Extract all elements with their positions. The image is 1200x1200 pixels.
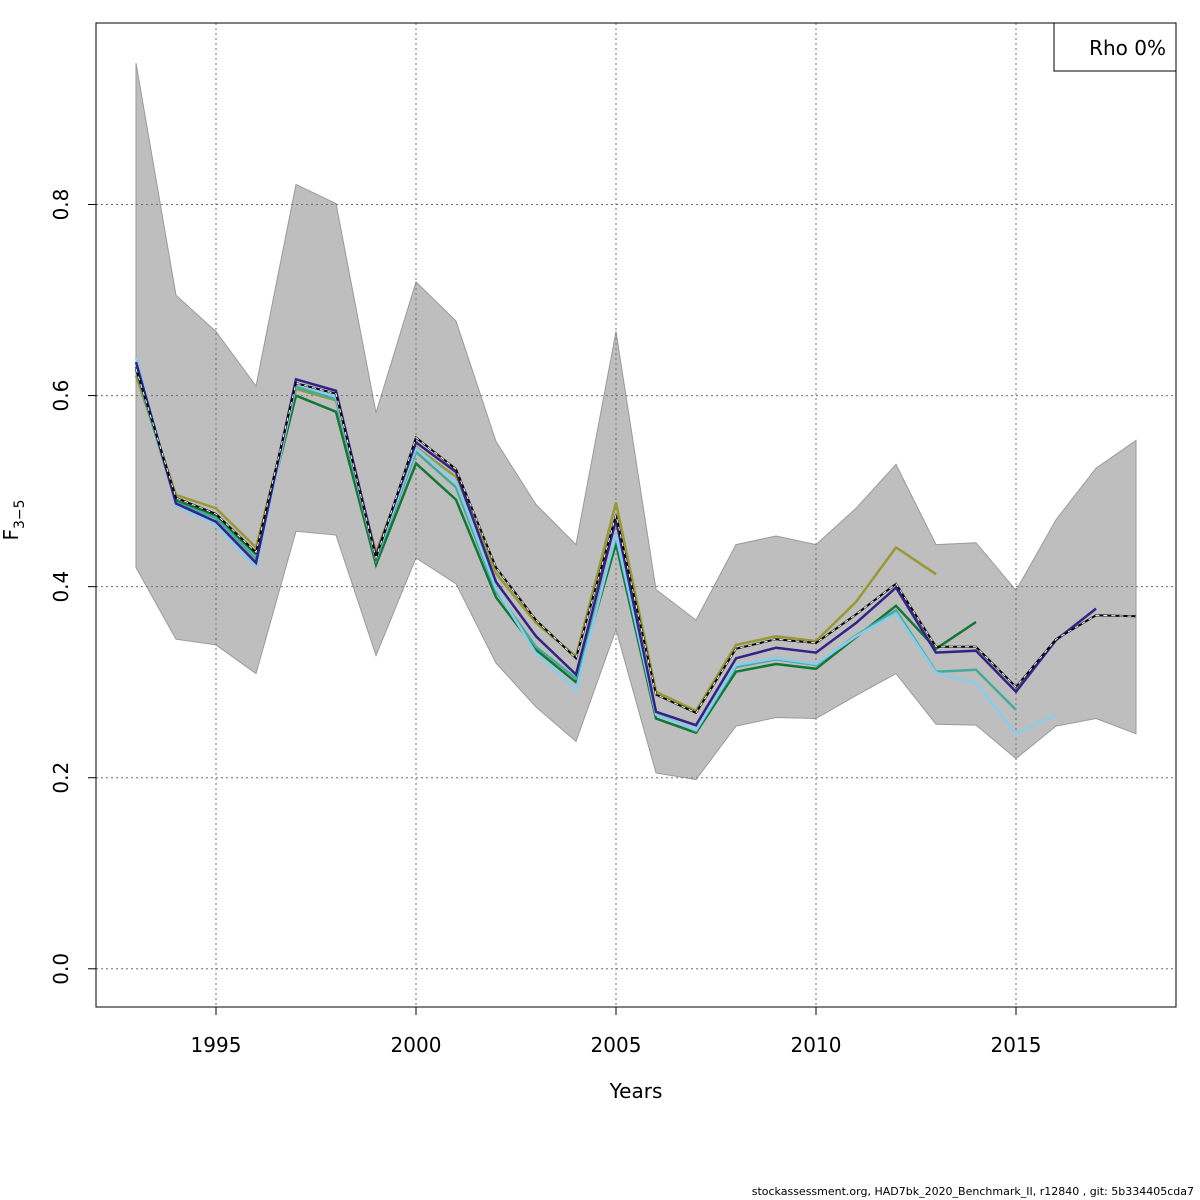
y-axis-title: F3−5 bbox=[0, 499, 28, 540]
legend-box bbox=[1053, 22, 1177, 72]
y-tick-label: 0.4 bbox=[49, 571, 73, 603]
x-tick-label: 2005 bbox=[591, 1033, 642, 1057]
series-layer bbox=[134, 357, 1137, 736]
x-axis-title: Years bbox=[609, 1079, 663, 1103]
svg-text:F3−5: F3−5 bbox=[0, 499, 28, 540]
footer-text: stockassessment.org, HAD7bk_2020_Benchma… bbox=[751, 1185, 1194, 1198]
y-tick-label: 0.8 bbox=[49, 189, 73, 221]
y-axis-title-subscript: 3−5 bbox=[12, 499, 28, 529]
x-tick-label: 2000 bbox=[391, 1033, 442, 1057]
y-axis-title-main: F bbox=[0, 529, 23, 541]
series-line bbox=[135, 368, 1137, 715]
legend: Rho 0% bbox=[1053, 22, 1177, 72]
x-tick-label: 2010 bbox=[791, 1033, 842, 1057]
plot-frame bbox=[95, 22, 1177, 1008]
confidence-band-layer bbox=[135, 63, 1137, 781]
y-tick-label: 0.6 bbox=[49, 380, 73, 412]
y-tick-label: 0.0 bbox=[49, 953, 73, 985]
axis-layer: 1995 2000 2005 2010 2015 0.0 0.2 0.4 0.6 0.8 bbox=[49, 189, 1041, 1057]
x-tick-label: 1995 bbox=[191, 1033, 242, 1057]
x-tick-label: 2015 bbox=[991, 1033, 1042, 1057]
confidence-band bbox=[135, 63, 1137, 781]
y-tick-label: 0.2 bbox=[49, 762, 73, 794]
series-line bbox=[134, 361, 1097, 727]
legend-label: Rho 0% bbox=[1089, 36, 1166, 60]
